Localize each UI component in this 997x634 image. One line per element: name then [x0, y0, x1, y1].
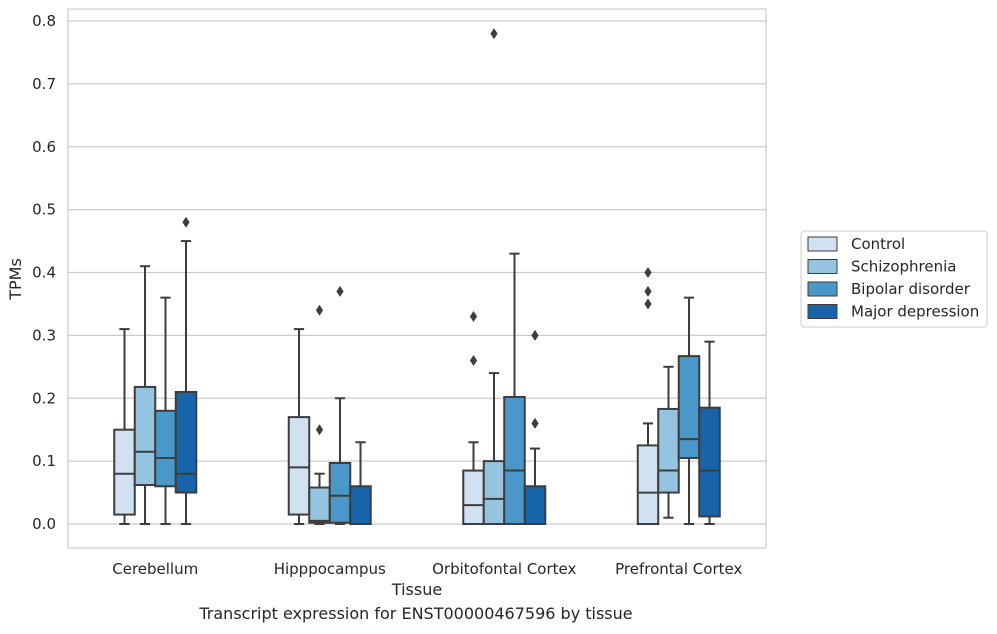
x-tick-label: Hipppocampus — [274, 560, 386, 578]
outlier-point — [531, 329, 539, 341]
box-plot — [349, 441, 372, 525]
box-plot — [657, 365, 680, 519]
plot-area-frame — [67, 8, 767, 549]
box-iqr — [349, 485, 372, 525]
box-iqr — [503, 395, 526, 525]
figure-caption: Transcript expression for ENST0000046759… — [199, 604, 633, 623]
outlier-point — [336, 285, 344, 297]
box-iqr — [482, 460, 506, 525]
y-tick-label: 0.0 — [32, 515, 56, 533]
box-plot — [133, 265, 157, 525]
box-iqr — [154, 409, 177, 488]
outlier-point — [644, 267, 652, 278]
legend-label: Control — [851, 235, 905, 253]
box-iqr — [113, 428, 136, 516]
box-plot — [482, 28, 506, 525]
outlier-point — [644, 298, 652, 310]
box-plot — [113, 328, 136, 525]
outlier-point — [490, 28, 498, 40]
box-iqr — [133, 385, 157, 487]
outlier-point — [644, 285, 652, 297]
box-plot — [503, 252, 526, 525]
legend-swatch — [807, 259, 838, 274]
outlier-point — [531, 417, 539, 429]
box-iqr — [328, 462, 352, 524]
legend-label: Bipolar disorder — [851, 280, 971, 298]
box-plot — [308, 304, 331, 525]
x-tick-labels: Cerebellum Hipppocampus Orbitofontal Corte… — [112, 560, 742, 578]
x-axis-label: Tissue — [391, 580, 442, 599]
outlier-point — [315, 304, 324, 316]
box-iqr — [308, 486, 331, 524]
box-iqr — [287, 416, 311, 516]
legend-label: Major depression — [851, 303, 979, 321]
legend: Control Schizophrenia Bipolar disorder Majo… — [800, 230, 988, 328]
y-tick-label: 0.8 — [32, 12, 56, 30]
legend-frame — [800, 230, 988, 328]
y-tick-label: 0.7 — [32, 75, 56, 93]
box-plot — [154, 296, 177, 525]
series-group — [174, 216, 721, 525]
box-iqr — [636, 444, 660, 525]
box-plot — [677, 296, 701, 525]
box-iqr — [698, 406, 721, 518]
box-iqr — [462, 469, 485, 525]
series-group — [113, 267, 660, 525]
y-tick-label: 0.6 — [32, 138, 56, 156]
y-axis-label: TPMs — [6, 258, 25, 301]
y-tick-labels: 0.0 0.1 0.2 0.3 0.4 0.5 0.6 0.7 0.8 — [32, 12, 56, 533]
legend-swatch — [807, 236, 838, 252]
box-plot — [462, 311, 485, 525]
box-iqr — [523, 485, 547, 525]
box-iqr — [657, 407, 680, 494]
x-tick-label: Orbitofontal Cortex — [432, 560, 576, 578]
legend-label: Schizophrenia — [851, 258, 956, 276]
outlier-point — [182, 216, 190, 228]
x-tick-label: Cerebellum — [112, 560, 198, 578]
box-plot — [698, 340, 721, 525]
box-plot — [174, 216, 198, 525]
series-group — [133, 28, 680, 525]
box-plot — [636, 267, 660, 525]
y-tick-label: 0.2 — [32, 389, 56, 407]
x-tick-label: Prefrontal Cortex — [615, 560, 742, 578]
outlier-point — [469, 355, 478, 367]
legend-swatch — [807, 304, 838, 319]
y-tick-label: 0.1 — [32, 452, 56, 470]
outlier-point — [315, 424, 324, 436]
y-tick-label: 0.4 — [32, 264, 56, 282]
box-plot — [328, 285, 352, 525]
box-plot — [523, 329, 547, 525]
boxes — [113, 28, 721, 525]
outlier-point — [469, 311, 478, 323]
box-plot — [287, 328, 311, 525]
y-tick-label: 0.5 — [32, 201, 56, 219]
box-iqr — [677, 355, 701, 459]
y-tick-label: 0.3 — [32, 326, 56, 344]
box-iqr — [174, 390, 198, 494]
series-group — [154, 252, 701, 525]
legend-swatch — [807, 281, 838, 297]
